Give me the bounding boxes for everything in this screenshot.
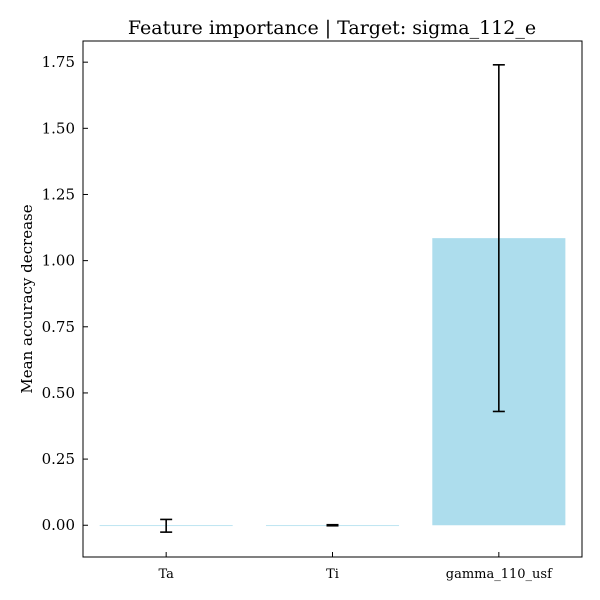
y-tick-label: 1.00	[42, 252, 75, 270]
x-tick-label: gamma_110_usf	[446, 567, 553, 582]
x-axis-ticks: Ta Ti gamma_110_usf	[158, 552, 553, 582]
error-bars-group	[160, 64, 505, 533]
y-tick-label: 0.50	[42, 384, 75, 402]
y-tick-label: 1.50	[42, 119, 75, 137]
y-axis-ticks: 0.00 0.25 0.50 0.75 1.00 1.25 1.50 1.75	[42, 53, 88, 534]
bars-group	[99, 238, 566, 527]
y-axis-label: Mean accuracy decrease	[18, 204, 36, 393]
y-tick-label: 0.00	[42, 516, 75, 534]
y-tick-label: 0.75	[42, 318, 75, 336]
x-tick-label: Ta	[158, 567, 174, 582]
x-tick-label: Ti	[326, 567, 339, 582]
y-tick-label: 0.25	[42, 450, 75, 468]
y-tick-label: 1.25	[42, 185, 75, 203]
chart-title: Feature importance | Target: sigma_112_e	[128, 17, 536, 39]
y-tick-label: 1.75	[42, 53, 75, 71]
plot-area-frame	[82, 40, 583, 558]
